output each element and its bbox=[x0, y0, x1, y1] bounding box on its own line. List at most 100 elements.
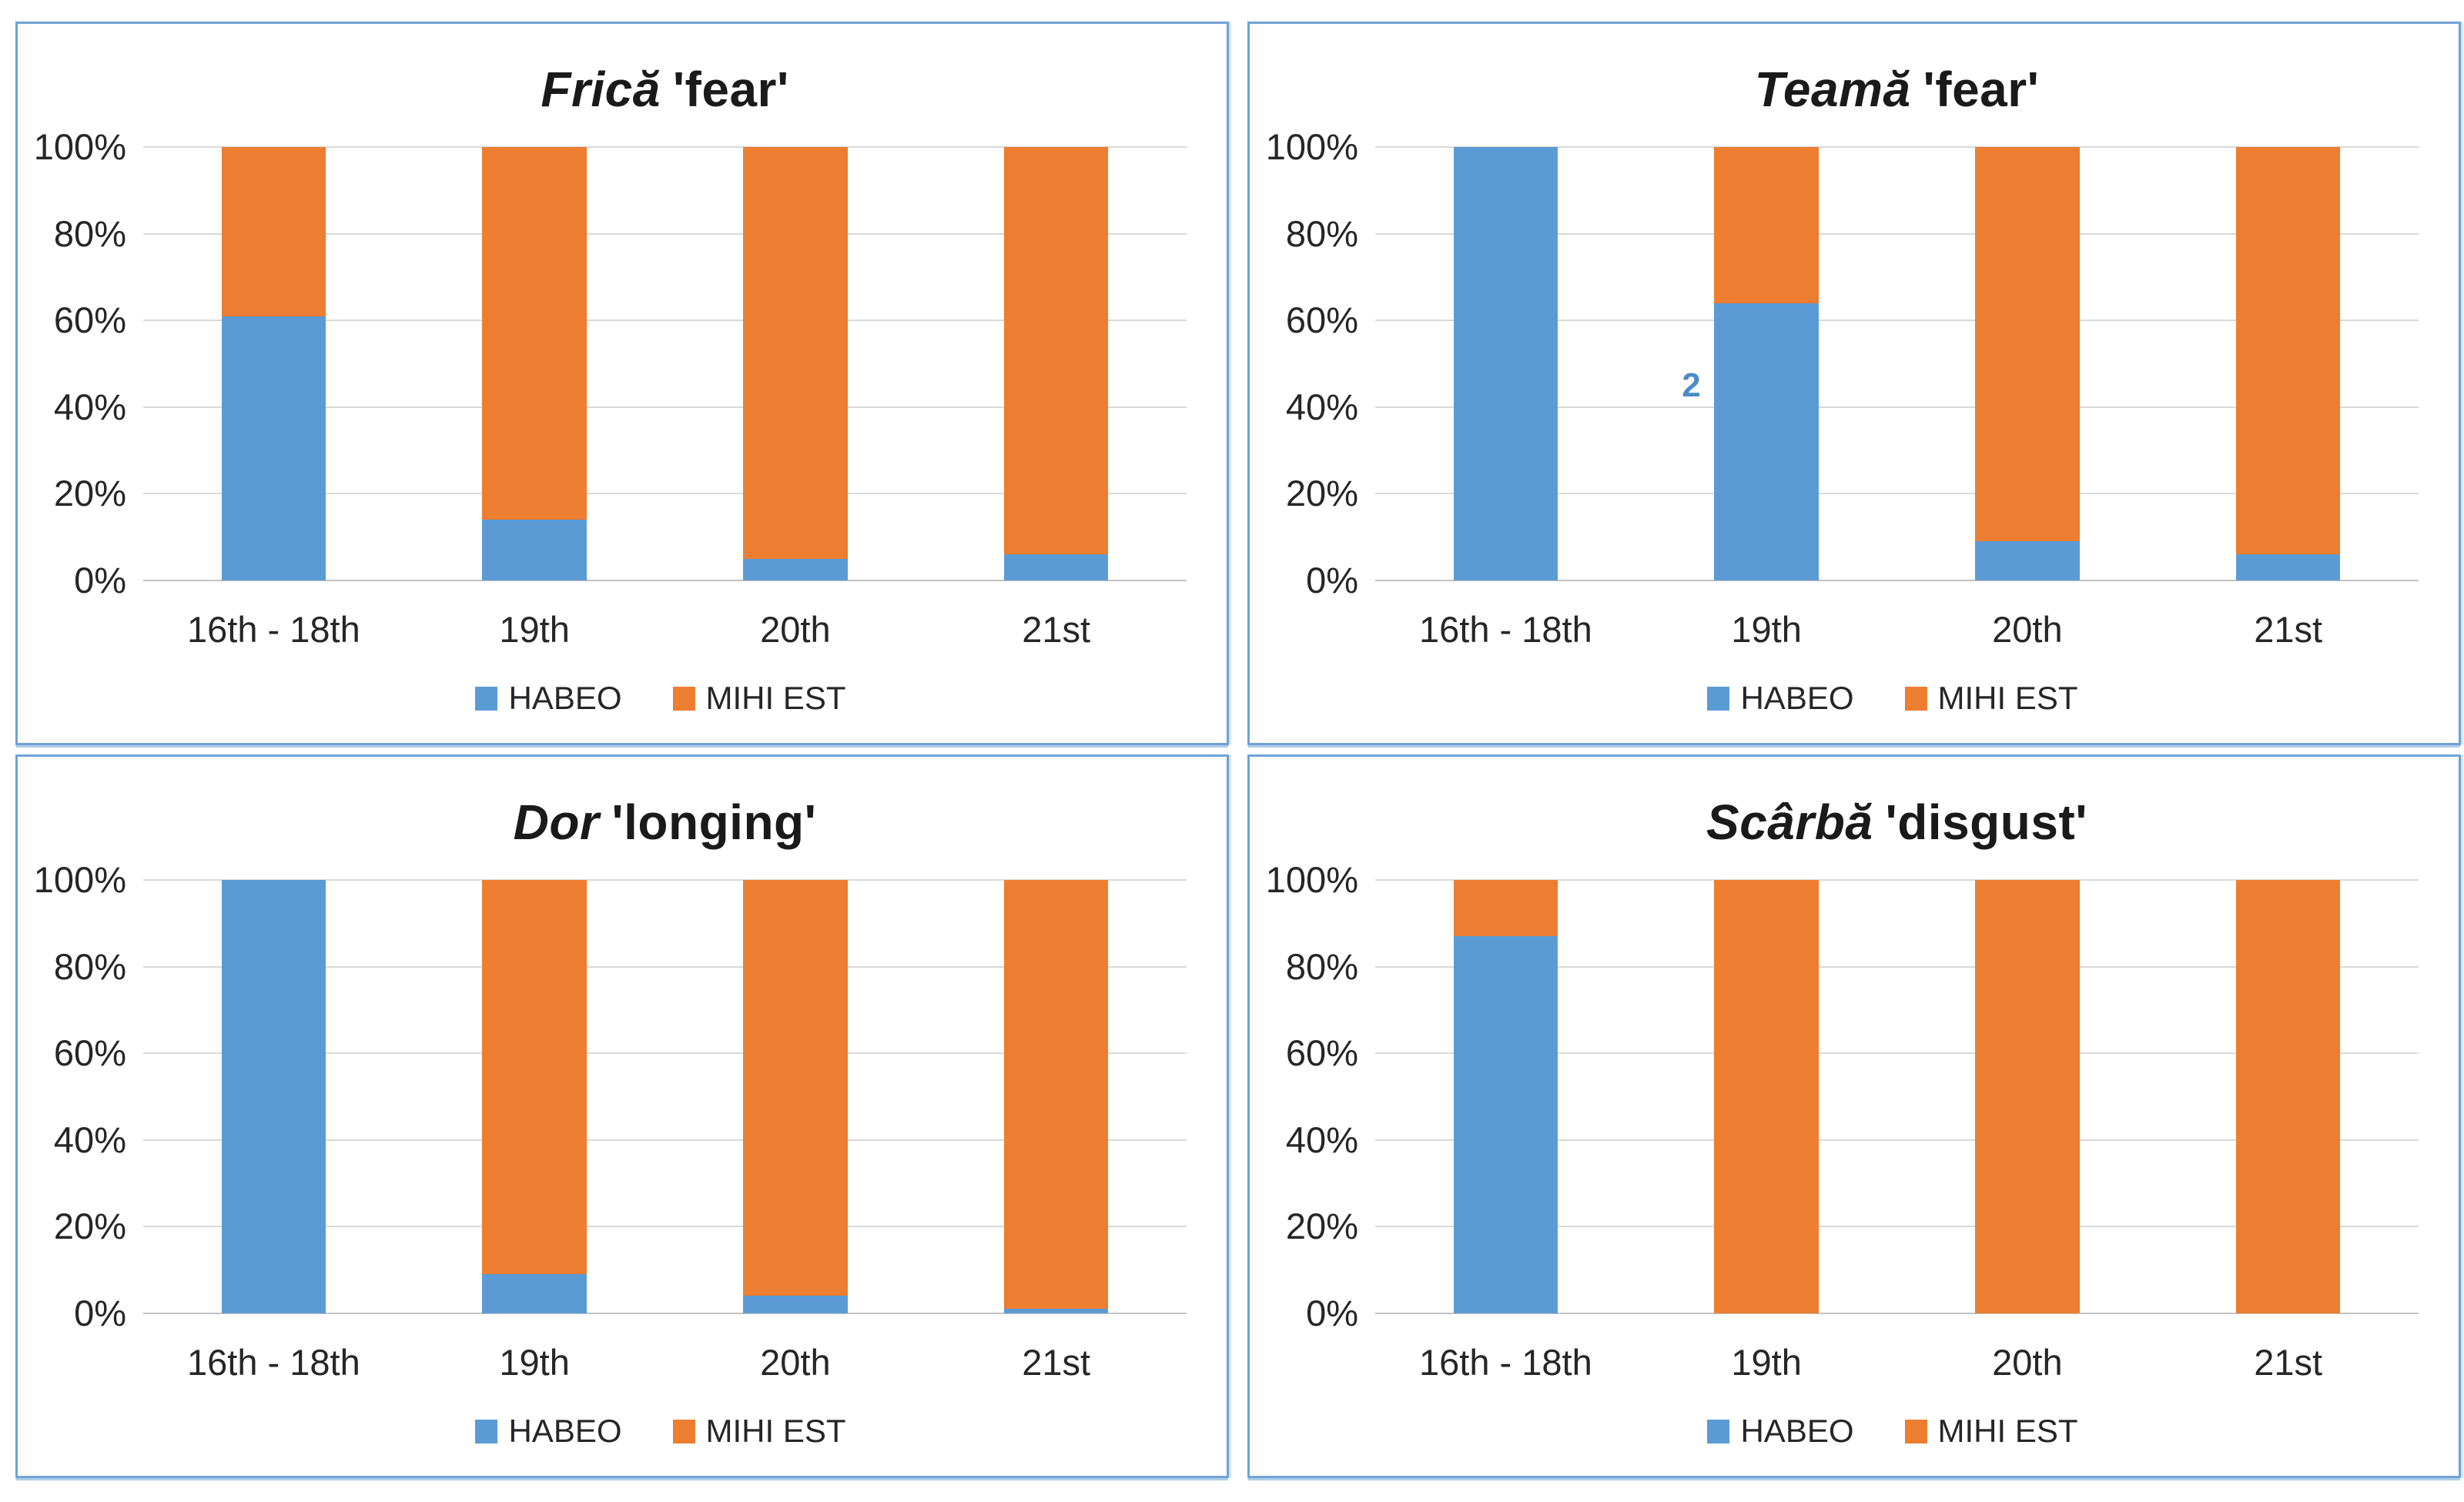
x-category-label: 20th bbox=[1992, 1342, 2063, 1383]
bar-segment-habeo bbox=[1003, 1309, 1109, 1313]
gridline bbox=[143, 1052, 1187, 1055]
chart-title-word: Frică bbox=[541, 62, 661, 117]
plot-area: 0% 20% 40% 60% 80% 100% 16th - 18th 19th 20th 21s… bbox=[34, 129, 1187, 650]
y-tick-label: 60% bbox=[53, 299, 126, 341]
y-tick-label: 80% bbox=[53, 212, 126, 254]
legend-label-mihi-est: MIHI EST bbox=[1937, 680, 2078, 716]
y-tick-label: 20% bbox=[1285, 1206, 1358, 1247]
bar-segment-mihi-est bbox=[2235, 880, 2341, 1313]
x-category-label: 16th - 18th bbox=[187, 1342, 360, 1383]
gridline bbox=[143, 493, 1187, 495]
chart-title: Teamă'fear' bbox=[1375, 61, 2419, 118]
x-category-label: 21st bbox=[2254, 609, 2323, 650]
bar-segment-mihi-est bbox=[1975, 147, 2080, 542]
legend-label-habeo: HABEO bbox=[508, 680, 622, 716]
bar-segment-mihi-est bbox=[482, 880, 587, 1275]
y-tick-label: 80% bbox=[1285, 212, 1358, 254]
x-category-label: 21st bbox=[1022, 609, 1091, 650]
gridline bbox=[143, 146, 1187, 148]
x-category-label: 16th - 18th bbox=[1419, 609, 1592, 650]
legend-label-mihi-est: MIHI EST bbox=[1937, 1413, 2078, 1449]
legend-label-mihi-est: MIHI EST bbox=[705, 680, 846, 716]
legend-swatch-mihi-est bbox=[672, 686, 695, 711]
legend-swatch-habeo bbox=[1707, 686, 1730, 711]
y-tick-label: 40% bbox=[1285, 386, 1358, 427]
gridline bbox=[1375, 965, 2419, 968]
legend-entry-habeo: HABEO bbox=[475, 680, 622, 717]
x-category-label: 16th - 18th bbox=[187, 609, 360, 650]
legend-swatch-habeo bbox=[1707, 1419, 1730, 1443]
bar-segment-mihi-est bbox=[1003, 147, 1109, 555]
bar-segment-habeo bbox=[1003, 554, 1109, 580]
y-tick-label: 80% bbox=[1285, 945, 1358, 987]
y-tick-label: 60% bbox=[1285, 1032, 1358, 1074]
chart-title-gloss: 'fear' bbox=[672, 62, 789, 117]
plot-area: 0% 20% 40% 60% 80% 100% 16th - 18th 19th 20th 21s… bbox=[34, 861, 1187, 1383]
gridline bbox=[1375, 493, 2419, 495]
chart-title-word: Teamă bbox=[1754, 62, 1911, 117]
gridline bbox=[143, 1139, 1187, 1141]
legend-label-habeo: HABEO bbox=[1740, 1413, 1854, 1449]
chart-title-word: Scârbă bbox=[1706, 794, 1873, 850]
plot-area: 0% 20% 40% 60% 80% 100% 16th - 18th 19th 20th 21s… bbox=[1266, 129, 2419, 650]
gridline bbox=[143, 965, 1187, 968]
gridline bbox=[1375, 1139, 2419, 1141]
bar-segment-habeo bbox=[221, 880, 326, 1313]
legend-label-habeo: HABEO bbox=[1740, 680, 1854, 716]
chart-title: Scârbă'disgust' bbox=[1375, 794, 2419, 851]
chart-title-gloss: 'fear' bbox=[1923, 62, 2040, 117]
plot-area: 0% 20% 40% 60% 80% 100% 16th - 18th 19th 20th 21s… bbox=[1266, 861, 2419, 1383]
bar-segment-habeo bbox=[482, 520, 587, 580]
y-tick-label: 0% bbox=[74, 560, 126, 600]
chart-title-gloss: 'longing' bbox=[611, 794, 817, 850]
legend-entry-habeo: HABEO bbox=[475, 1413, 622, 1450]
gridline bbox=[143, 406, 1187, 408]
x-category-label: 19th bbox=[1731, 1342, 1802, 1383]
bar-segment-mihi-est bbox=[1714, 880, 1819, 1313]
bar-segment-habeo bbox=[743, 558, 848, 580]
y-tick-label: 20% bbox=[53, 473, 126, 514]
y-tick-label: 40% bbox=[53, 386, 126, 427]
bar-segment-mihi-est bbox=[1453, 880, 1558, 937]
legend: HABEO MIHI EST bbox=[1342, 1413, 2443, 1450]
x-category-label: 16th - 18th bbox=[1419, 1342, 1592, 1383]
bar-segment-habeo bbox=[743, 1296, 848, 1313]
gridline bbox=[1375, 232, 2419, 235]
legend-entry-mihi-est: MIHI EST bbox=[1904, 1413, 2078, 1450]
gridline bbox=[143, 879, 1187, 881]
bar-segment-habeo bbox=[221, 316, 326, 580]
y-tick-label: 100% bbox=[1265, 126, 1358, 167]
chart-panel-scarba-disgust: Scârbă'disgust' 0% 20% 40% 60% 80% 100% 16th -… bbox=[1247, 754, 2461, 1478]
legend: HABEO MIHI EST bbox=[1342, 680, 2443, 717]
gridline bbox=[1375, 1052, 2419, 1055]
bar-segment-habeo bbox=[1975, 541, 2080, 580]
x-axis-line bbox=[1375, 580, 2419, 581]
legend-label-habeo: HABEO bbox=[508, 1413, 622, 1449]
legend-entry-mihi-est: MIHI EST bbox=[1904, 680, 2078, 717]
bar-data-label: 2 bbox=[1682, 366, 1701, 404]
bar-segment-mihi-est bbox=[1975, 880, 2080, 1313]
x-category-label: 20th bbox=[1992, 609, 2063, 650]
y-tick-label: 0% bbox=[1306, 1293, 1358, 1333]
x-category-label: 19th bbox=[499, 609, 570, 650]
y-tick-label: 40% bbox=[1285, 1119, 1358, 1160]
bar-segment-mihi-est bbox=[1714, 147, 1819, 303]
gridline bbox=[1375, 146, 2419, 148]
chart-title: Dor'longing' bbox=[143, 794, 1187, 851]
bar-segment-mihi-est bbox=[482, 147, 587, 520]
x-category-label: 19th bbox=[1731, 609, 1802, 650]
legend-entry-mihi-est: MIHI EST bbox=[672, 1413, 846, 1450]
x-category-label: 20th bbox=[760, 609, 831, 650]
chart-panel-frica-fear: Frică'fear' 0% 20% 40% 60% 80% 100% 16th - 18t… bbox=[15, 22, 1229, 745]
bar-segment-habeo bbox=[2235, 554, 2341, 580]
y-tick-label: 100% bbox=[33, 859, 126, 900]
bar-segment-habeo bbox=[1453, 147, 1558, 580]
chart-title: Frică'fear' bbox=[143, 61, 1187, 118]
x-category-label: 21st bbox=[1022, 1342, 1091, 1383]
gridline bbox=[1375, 1226, 2419, 1228]
y-tick-label: 100% bbox=[1265, 859, 1358, 900]
legend-swatch-mihi-est bbox=[1904, 686, 1927, 711]
bar-segment-habeo bbox=[1714, 303, 1819, 580]
gridline bbox=[1375, 406, 2419, 408]
